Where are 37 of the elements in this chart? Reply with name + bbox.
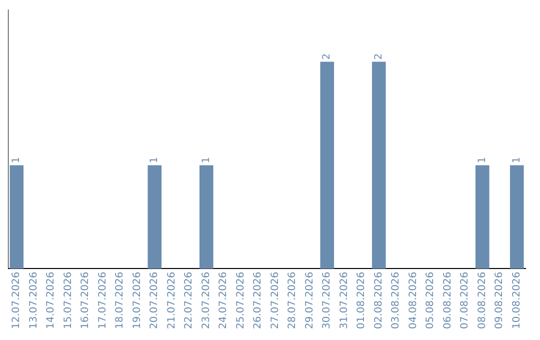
x-tick-label: 03.08.2026 [390,272,402,330]
x-tick-label: 25.07.2026 [235,272,246,330]
x-tick-label: 19.07.2026 [132,272,143,330]
data-label: 1 [200,156,212,164]
data-label: 2 [373,53,384,60]
x-tick-label: 01.08.2026 [356,272,368,330]
x-tick-label: 30.07.2026 [322,272,333,330]
data-label: 1 [476,156,488,164]
x-tick-label: 13.07.2026 [28,272,40,330]
data-label: 1 [11,156,22,164]
data-label: 1 [149,156,160,164]
x-tick-label: 21.07.2026 [166,272,178,330]
x-tick-label: 15.07.2026 [62,272,74,330]
x-tick-label: 22.07.2026 [184,272,195,330]
x-tick-label: 06.08.2026 [442,272,454,330]
x-tick-label: 02.08.2026 [373,272,384,330]
x-tick-label: 14.07.2026 [46,272,57,330]
x-tick-label: 17.07.2026 [97,272,108,330]
x-tick-label: 20.07.2026 [149,272,160,330]
x-tick-label: 04.08.2026 [408,272,419,330]
x-tick-label: 23.07.2026 [200,272,212,330]
x-tick-label: 31.07.2026 [338,272,350,330]
x-tick-label: 28.07.2026 [287,272,298,330]
x-tick-label: 12.07.2026 [11,272,22,330]
x-tick-label: 29.07.2026 [304,272,316,330]
x-tick-label: 18.07.2026 [114,272,126,330]
data-label: 2 [322,53,333,60]
x-tick-label: 07.08.2026 [460,272,471,330]
x-tick-label: 24.07.2026 [218,272,230,330]
x-tick-label: 05.08.2026 [425,272,436,330]
data-label: 1 [511,156,522,164]
x-tick-label: 16.07.2026 [80,272,92,330]
x-tick-label: 10.08.2026 [511,272,522,330]
x-tick-label: 27.07.2026 [270,272,281,330]
x-tick-label: 26.07.2026 [252,272,264,330]
x-tick-label: 09.08.2026 [494,272,506,330]
x-tick-label: 08.08.2026 [476,272,488,330]
